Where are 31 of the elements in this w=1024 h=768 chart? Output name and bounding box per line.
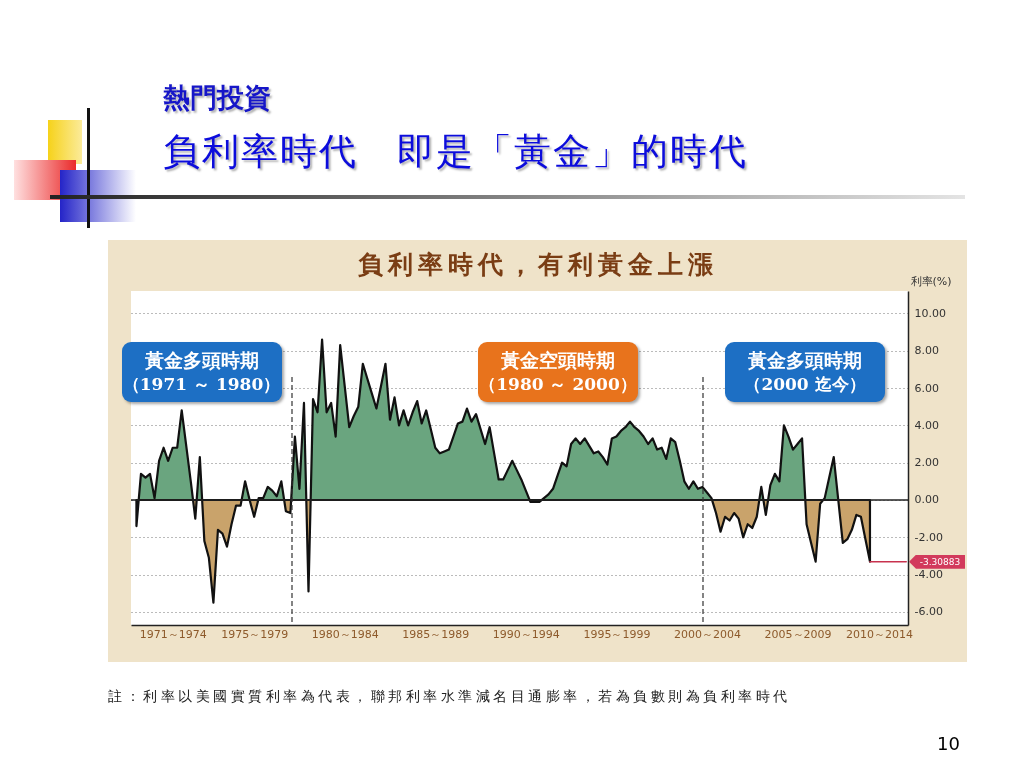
annotation: （1980 ～ 2000）	[479, 372, 637, 396]
text: 10	[936, 733, 960, 755]
x-tick-label: 2005～2009	[764, 627, 832, 641]
y-tick-label: 6.00	[914, 381, 939, 395]
x-tick-label: 1985～1989	[402, 627, 470, 641]
x-tick-label: 1980～1984	[311, 627, 379, 641]
x-tick-label: 1990～1994	[492, 627, 560, 641]
annotation: （2000 迄今）	[744, 372, 866, 396]
chart-subtitle: 負利率時代，有利黃金上漲	[357, 250, 718, 279]
annotation: 黃金多頭時期	[748, 347, 862, 372]
x-tick-label: 1971～1974	[139, 627, 207, 641]
x-tick-label: 1995～1999	[583, 627, 651, 641]
y-tick-label: -6.00	[914, 605, 943, 619]
y-tick-label: -4.00	[914, 568, 943, 582]
text: 熱門投資	[163, 82, 271, 115]
y-tick-label: -2.00	[914, 530, 943, 544]
annotation: （1971 ～ 1980）	[122, 372, 281, 396]
y-axis-title: 利率(%)	[910, 274, 952, 288]
y-tick-label: 0.00	[914, 493, 939, 507]
x-tick-label: 2010～2014	[846, 627, 914, 641]
annotation: 黃金空頭時期	[501, 347, 615, 372]
y-tick-label: 4.00	[914, 418, 939, 432]
annotation: 黃金多頭時期	[144, 347, 259, 372]
y-tick-label: 8.00	[914, 344, 939, 358]
text: 註：利率以美國實質利率為代表，聯邦利率水準減名目通膨率，若為負數則為負利率時代	[108, 688, 791, 705]
x-tick-label: 1975～1979	[221, 627, 289, 641]
y-tick-label: 10.00	[914, 306, 946, 320]
text: -3.30883	[918, 555, 962, 569]
chart-title: 負利率時代 即是「黃金」的時代	[163, 130, 748, 175]
y-tick-label: 2.00	[914, 456, 939, 470]
x-tick-label: 2000～2004	[673, 627, 741, 641]
